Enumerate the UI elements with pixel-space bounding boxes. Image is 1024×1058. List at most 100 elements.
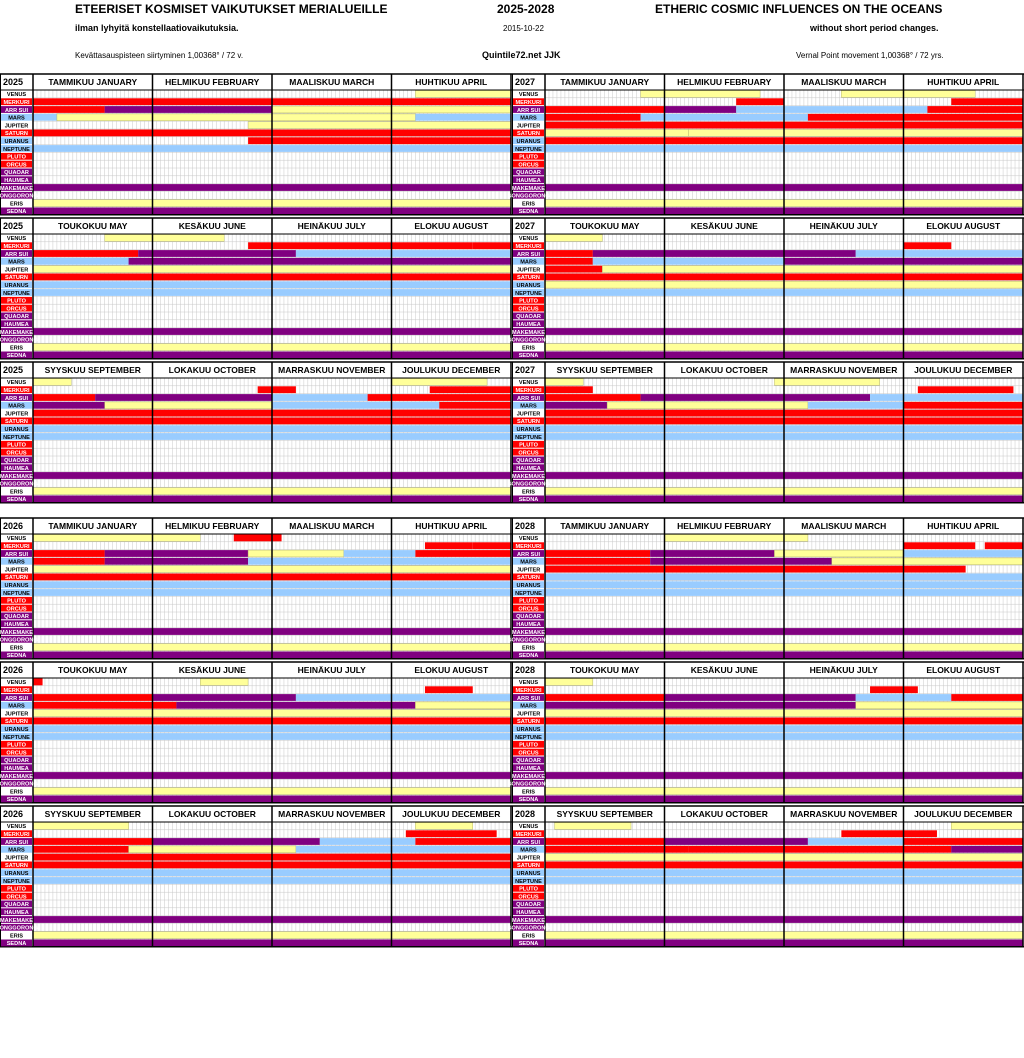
row-label: VENUS (7, 92, 27, 98)
row-label: QUAOAR (516, 170, 541, 176)
row-label: VENUS (519, 236, 539, 242)
row-label-bg (513, 351, 544, 359)
row-label: VENUS (519, 380, 539, 386)
row-label-bg (513, 113, 544, 121)
influence-bar (545, 550, 651, 557)
influence-bar (927, 394, 1023, 401)
row-label: HAUMEA (4, 322, 29, 328)
month-label: SYYSKUU SEPTEMBER (557, 365, 653, 375)
row-label: NEPTUNE (3, 591, 30, 597)
row-label: ERIS (10, 645, 23, 651)
row-label: ERIS (10, 201, 23, 207)
row-label-bg (513, 694, 544, 701)
month-label: MAALISKUU MARCH (801, 521, 886, 531)
row-label: ORCUS (6, 450, 26, 456)
row-label: MAKEMAKE (0, 918, 33, 924)
row-label: QUAOAR (516, 314, 541, 320)
row-label-bg (513, 604, 544, 612)
influence-bar (367, 394, 511, 401)
row-label-bg (1, 90, 32, 98)
quarter-panel: 2027 TOUKOKUU MAY KESÄKUU JUNE HEINÄKUU JUL… (507, 217, 1024, 360)
influence-bar (688, 845, 952, 853)
row-label: NEPTUNE (3, 291, 30, 297)
row-label: PLUTO (7, 599, 27, 605)
row-label: ARR SUI (5, 252, 28, 258)
row-label: ARR SUI (517, 396, 540, 402)
influence-bar (606, 401, 809, 409)
influence-bar (472, 242, 511, 250)
subtitle-en: without short period changes. (810, 23, 939, 33)
row-label-bg (1, 312, 32, 320)
row-label-bg (1, 740, 32, 748)
row-label: GONGGORONG (507, 638, 550, 644)
row-label-bg (513, 923, 544, 931)
row-label: JUPITER (5, 567, 29, 573)
row-label: SATURN (517, 863, 540, 869)
influence-bar (650, 550, 775, 557)
row-label-bg (1, 106, 32, 113)
row-label: URANUS (5, 871, 29, 877)
row-label-bg (1, 939, 32, 947)
row-label: VENUS (7, 680, 27, 686)
influence-bar (248, 242, 473, 250)
year-label: 2028 (515, 521, 535, 531)
row-label: VENUS (7, 824, 27, 830)
row-label-bg (1, 265, 32, 273)
influence-bar (664, 694, 856, 701)
month-label: SYYSKUU SEPTEMBER (45, 365, 141, 375)
row-label-bg (1, 612, 32, 620)
row-label: PLUTO (519, 155, 539, 161)
row-label-bg (513, 448, 544, 456)
row-label-bg (513, 748, 544, 756)
row-label: QUAOAR (4, 170, 29, 176)
row-label: NEPTUNE (515, 591, 542, 597)
influence-bar (32, 822, 129, 830)
row-label: MARS (520, 704, 537, 710)
influence-bar (841, 830, 937, 838)
influence-bar (951, 822, 1024, 830)
row-label-bg (513, 701, 544, 709)
row-label-bg (1, 534, 32, 542)
row-label-bg (1, 440, 32, 448)
month-label: TOUKOKUU MAY (570, 221, 640, 231)
row-label-bg (1, 651, 32, 659)
influence-bar (927, 106, 1023, 113)
row-label-bg (1, 394, 32, 401)
row-label: QUAOAR (516, 614, 541, 620)
row-label: GONGGORONG (0, 638, 38, 644)
influence-bar (247, 549, 344, 558)
row-label-bg (1, 869, 32, 877)
row-label: MARS (8, 116, 25, 122)
row-label-bg (1, 207, 32, 215)
row-label-bg (513, 304, 544, 312)
row-label: MARS (520, 260, 537, 266)
row-label-bg (513, 884, 544, 892)
row-label-bg (513, 861, 544, 869)
row-label: GONGGORONG (507, 926, 550, 932)
influence-bar (903, 550, 1023, 557)
influence-bar (429, 386, 511, 394)
row-label: URANUS (517, 871, 541, 877)
influence-bar (774, 549, 904, 558)
influence-bar (545, 257, 593, 265)
row-label: ORCUS (518, 894, 538, 900)
row-label-bg (1, 168, 32, 176)
row-label: ARR SUI (5, 696, 28, 702)
influence-bar (415, 838, 511, 845)
row-label: GONGGORONG (507, 482, 550, 488)
row-label-bg (513, 242, 544, 250)
row-label-bg (513, 495, 544, 503)
influence-bar (870, 394, 928, 401)
influence-bar (903, 401, 1023, 409)
row-label: SATURN (5, 575, 28, 581)
row-label-bg (1, 199, 32, 207)
month-label: HEINÄKUU JULY (298, 665, 367, 675)
influence-bar (650, 557, 832, 565)
row-label: ARR SUI (517, 696, 540, 702)
row-label-bg (1, 557, 32, 565)
influence-bar (33, 838, 153, 845)
row-label-bg (1, 304, 32, 312)
month-label: HEINÄKUU JULY (298, 221, 367, 231)
row-label: PLUTO (7, 443, 27, 449)
